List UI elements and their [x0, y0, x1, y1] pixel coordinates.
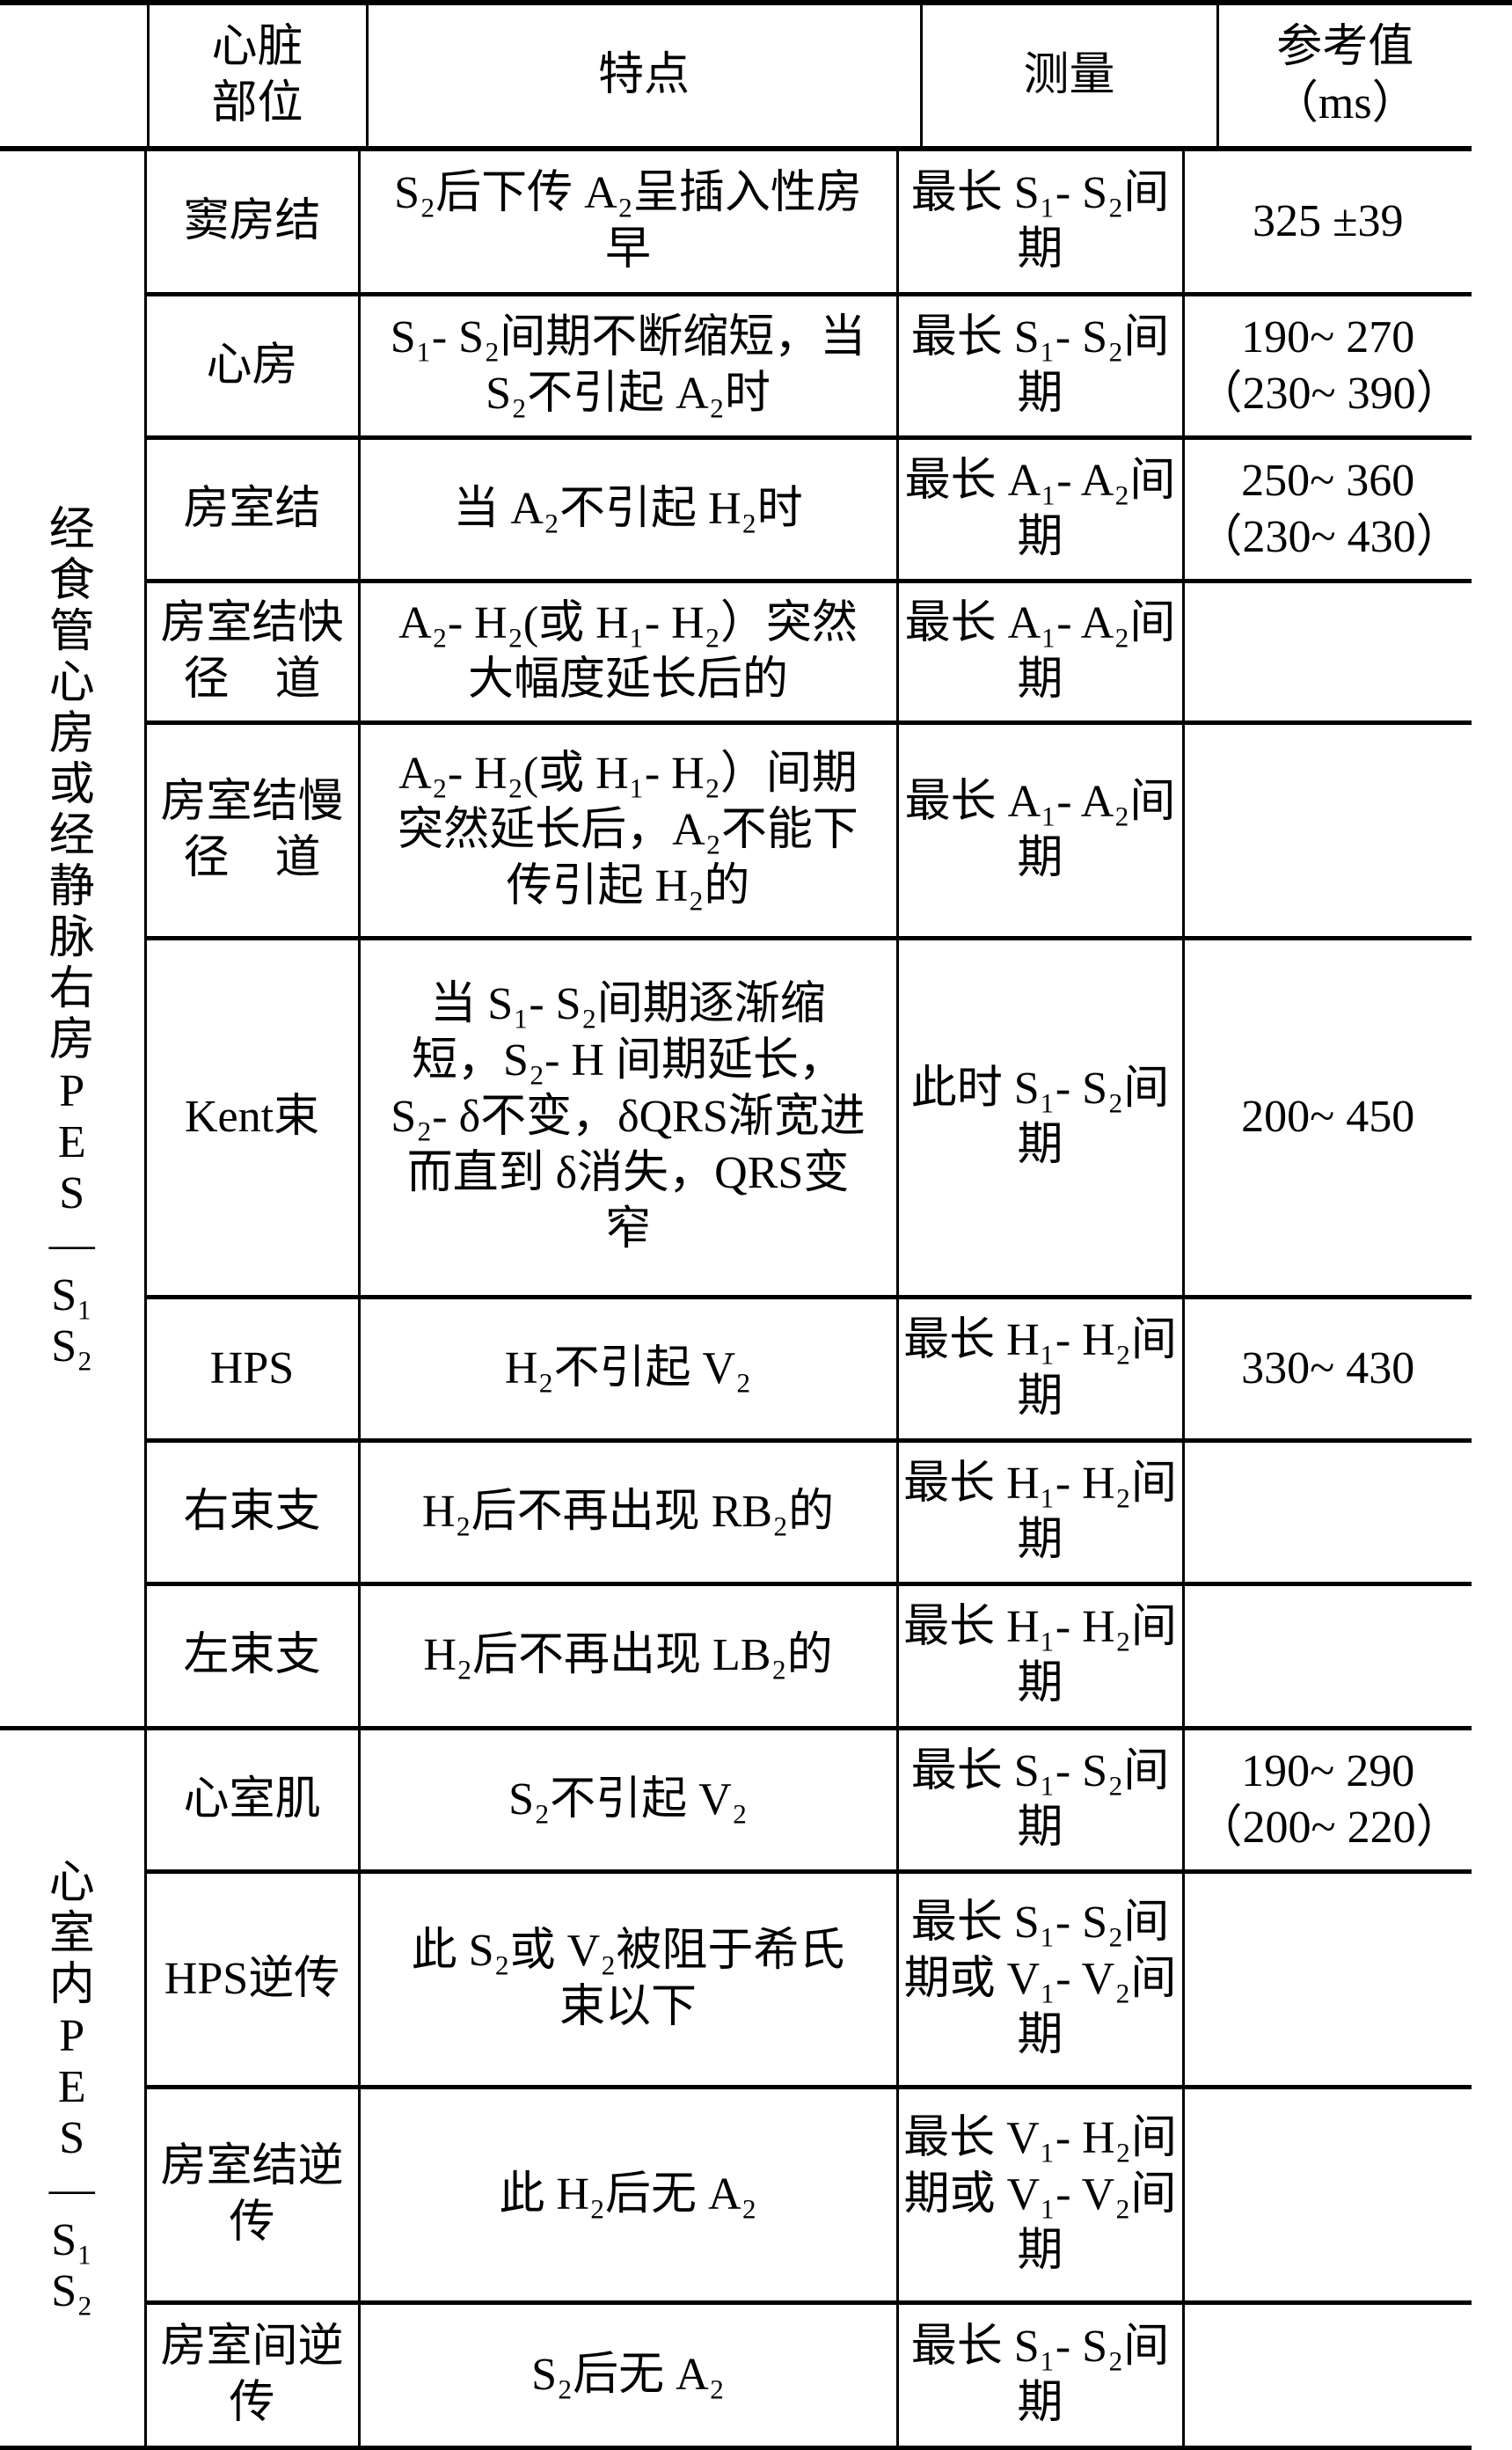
cell-part: 房室结慢径 道	[143, 722, 361, 940]
cell-reference: 325 ±39	[1181, 151, 1472, 296]
cell-measure: 最长 H₁- H₂间期	[895, 1297, 1185, 1443]
header-feature: 特点	[365, 5, 923, 151]
cell-measure: 最长 S₁- S₂间期	[895, 1728, 1185, 1874]
group-label-text: 经食管心房或经静脉右房PES—S₁S₂	[48, 504, 95, 1371]
cell-measure: 最长 H₁- H₂间期	[895, 1440, 1185, 1586]
cell-feature: A₂- H₂(或 H₁- H₂）突然大幅度延长后的	[357, 581, 899, 725]
table-row: 心房 S₁- S₂间期不断缩短，当 S₂不引起 A₂时 最长 S₁- S₂间期 190…	[0, 294, 1472, 440]
table-row: 房室结逆传此 H₂后无 A₂ 最长 V₁- H₂间期或 V₁- V₂间期	[0, 2087, 1472, 2305]
cell-reference	[1181, 722, 1472, 940]
table-row: 房室结当 A₂不引起 H₂时 最长 A₁- A₂间期 250~ 360（230~ 4…	[0, 437, 1472, 583]
cell-part: 右束支	[143, 1440, 361, 1586]
cell-measure: 最长 S₁- S₂间期	[895, 294, 1185, 440]
cell-feature: S₁- S₂间期不断缩短，当 S₂不引起 A₂时	[357, 294, 899, 440]
cell-measure: 最长 S₁- S₂间期或 V₁- V₂间期	[895, 1871, 1185, 2089]
table-row: HPS逆传此 S₂或 V₂被阻于希氏束以下 最长 S₁- S₂间期或 V₁- V₂…	[0, 1871, 1472, 2089]
cell-measure: 最长 A₁- A₂间期	[895, 581, 1185, 725]
header-row: 心脏部位 特点 测量 参考值（ms）	[0, 5, 1472, 151]
cell-measure: 最长 V₁- H₂间期或 V₁- V₂间期	[895, 2087, 1185, 2305]
header-reference: 参考值（ms）	[1216, 5, 1472, 151]
cell-measure: 最长 H₁- H₂间期	[895, 1583, 1185, 1730]
cell-reference	[1181, 1871, 1472, 2089]
table-row: 左束支 H₂后不再出现 LB₂的 最长 H₁- H₂间期	[0, 1583, 1472, 1730]
cell-reference: 200~ 450	[1181, 938, 1472, 1299]
cell-feature: S₂不引起 V₂	[357, 1728, 899, 1874]
cell-measure: 最长 A₁- A₂间期	[895, 722, 1185, 940]
table-row: 经食管心房或经静脉右房PES—S₁S₂ 窦房结 S₂后下传 A₂呈插入性房早 最长 S…	[0, 151, 1472, 1730]
cell-part: 心室肌	[143, 1728, 361, 1874]
cell-reference	[1181, 1440, 1472, 1586]
cell-feature: 此 H₂后无 A₂	[357, 2087, 899, 2305]
group-label: 经食管心房或经静脉右房PES—S₁S₂	[0, 151, 147, 1730]
header-part: 心脏部位	[146, 5, 369, 151]
cell-part: Kent束	[143, 938, 361, 1299]
cell-part: 房室间逆传	[143, 2302, 361, 2450]
table-body: 经食管心房或经静脉右房PES—S₁S₂ 窦房结 S₂后下传 A₂呈插入性房早 最长 S…	[0, 151, 1472, 2450]
cell-part: HPS逆传	[143, 1871, 361, 2089]
cell-feature: S₂后下传 A₂呈插入性房早	[357, 151, 899, 296]
cell-part: 房室结	[143, 437, 361, 583]
table-top-rule	[0, 0, 1512, 5]
table-header: 心脏部位 特点 测量 参考值（ms）	[0, 5, 1472, 151]
cell-feature: 此 S₂或 V₂被阻于希氏束以下	[357, 1871, 899, 2089]
cell-part: 窦房结	[143, 151, 361, 296]
table-row: 右束支 H₂后不再出现 RB₂的 最长 H₁- H₂间期	[0, 1440, 1472, 1586]
cell-feature: A₂- H₂(或 H₁- H₂）间期突然延长后，A₂不能下传引起 H₂的	[357, 722, 899, 940]
header-blank	[0, 5, 150, 151]
cell-measure: 此时 S₁- S₂间期	[895, 938, 1185, 1299]
table-row: 房室结快径 道 A₂- H₂(或 H₁- H₂）突然大幅度延长后的 最长 A₁- A…	[0, 581, 1472, 725]
cell-reference: 330~ 430	[1181, 1297, 1472, 1443]
cell-measure: 最长 S₁- S₂间期	[895, 2302, 1185, 2450]
cell-reference: 190~ 270（230~ 390）	[1181, 294, 1472, 440]
cell-feature: H₂不引起 V₂	[357, 1297, 899, 1443]
cell-reference	[1181, 2302, 1472, 2450]
cell-reference	[1181, 1583, 1472, 1730]
group-label: 心室内PES—S₁S₂	[0, 1728, 147, 2450]
cell-part: HPS	[143, 1297, 361, 1443]
cell-feature: H₂后不再出现 RB₂的	[357, 1440, 899, 1586]
cell-part: 心房	[143, 294, 361, 440]
cell-reference: 190~ 290（200~ 220）	[1181, 1728, 1472, 1874]
table-row: HPS H₂不引起 V₂ 最长 H₁- H₂间期 330~ 430	[0, 1297, 1472, 1443]
cell-reference: 250~ 360（230~ 430）	[1181, 437, 1472, 583]
cell-measure: 最长 A₁- A₂间期	[895, 437, 1185, 583]
cell-feature: 当 A₂不引起 H₂时	[357, 437, 899, 583]
table-row: 房室间逆传 S₂后无 A₂ 最长 S₁- S₂间期	[0, 2302, 1472, 2450]
table-row: Kent束当 S₁- S₂间期逐渐缩短，S₂- H 间期延长，S₂- δ不变，δ…	[0, 938, 1472, 1299]
cell-feature: H₂后不再出现 LB₂的	[357, 1583, 899, 1730]
cell-reference	[1181, 2087, 1472, 2305]
cell-reference	[1181, 581, 1472, 725]
cell-part: 房室结逆传	[143, 2087, 361, 2305]
cell-measure: 最长 S₁- S₂间期	[895, 151, 1185, 296]
table-row: 心室内PES—S₁S₂ 心室肌 S₂不引起 V₂ 最长 S₁- S₂间期 190~ 29…	[0, 1728, 1472, 2450]
header-measure: 测量	[919, 5, 1219, 151]
table-row: 房室结慢径 道 A₂- H₂(或 H₁- H₂）间期突然延长后，A₂不能下传引起 …	[0, 722, 1472, 940]
cell-feature: 当 S₁- S₂间期逐渐缩短，S₂- H 间期延长，S₂- δ不变，δQRS渐宽…	[357, 938, 899, 1299]
group-label-text: 心室内PES—S₁S₂	[48, 1858, 95, 2316]
cell-part: 左束支	[143, 1583, 361, 1730]
cell-feature: S₂后无 A₂	[357, 2302, 899, 2450]
cell-part: 房室结快径 道	[143, 581, 361, 725]
